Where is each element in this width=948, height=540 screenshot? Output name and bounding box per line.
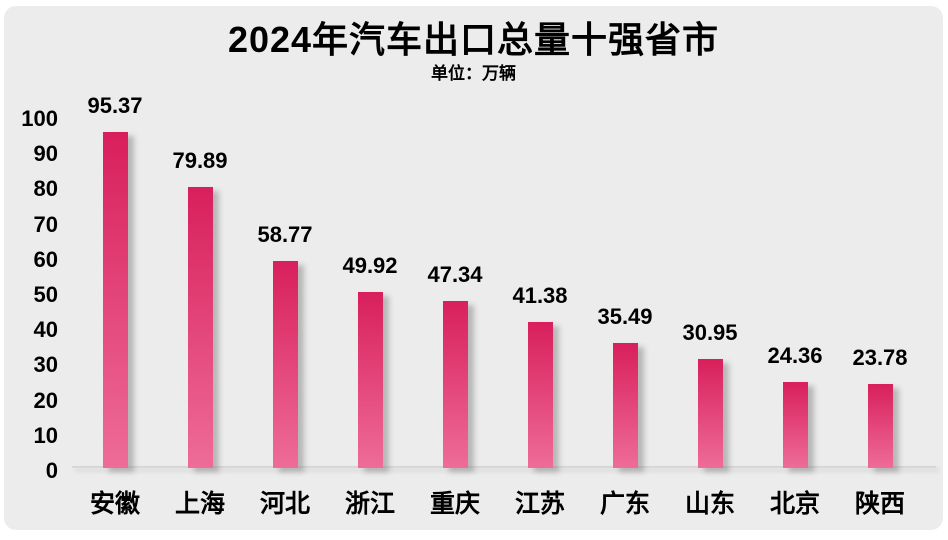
- bar: [357, 292, 383, 468]
- category-label: 重庆: [429, 490, 480, 518]
- bar: [782, 382, 808, 468]
- category-label: 北京: [769, 490, 820, 518]
- bar: [612, 343, 638, 468]
- bar: [102, 132, 128, 468]
- category-label: 安徽: [89, 490, 140, 518]
- y-axis-tick-label: 60: [33, 246, 58, 272]
- y-axis-tick-label: 90: [33, 141, 58, 167]
- bar-value-label: 79.89: [172, 148, 228, 173]
- chart-unit-label: 单位：万辆: [431, 64, 516, 83]
- category-label: 浙江: [344, 490, 395, 518]
- bar-chart-plot: 0 10 20 30 40 50 60 70 80 90 100 95.37 安徽 79.89 上海 58.7…: [4, 6, 943, 530]
- category-label: 山东: [684, 490, 735, 518]
- bar-value-label: 35.49: [597, 304, 653, 329]
- y-axis-tick-label: 0: [45, 458, 58, 483]
- y-axis-tick-label: 20: [33, 387, 58, 413]
- category-label: 陕西: [854, 490, 905, 518]
- bar-value-label: 49.92: [342, 253, 398, 278]
- bar-value-label: 47.34: [427, 262, 483, 287]
- bar-value-label: 30.95: [682, 320, 738, 345]
- bar-value-label: 95.37: [87, 93, 143, 118]
- bar-value-label: 58.77: [257, 222, 313, 247]
- x-axis-line: [72, 466, 936, 468]
- category-label: 广东: [599, 490, 650, 518]
- category-label: 江苏: [514, 490, 565, 518]
- bar: [187, 187, 213, 468]
- bar: [272, 261, 298, 468]
- bar-value-label: 41.38: [512, 283, 568, 308]
- bar: [527, 322, 553, 468]
- y-axis-tick-label: 50: [33, 282, 58, 307]
- bar-value-label: 24.36: [767, 343, 823, 368]
- chart-title: 2024年汽车出口总量十强省市: [227, 19, 720, 60]
- chart-panel: 2024年汽车出口总量十强省市 单位：万辆 0 10 20 30 40 50 60 70 80 9…: [4, 6, 943, 530]
- y-axis-tick-label: 30: [33, 352, 58, 378]
- y-axis-tick-label: 100: [21, 106, 58, 131]
- bar-value-label: 23.78: [852, 345, 908, 370]
- y-axis-tick-label: 10: [33, 422, 58, 448]
- y-axis-tick-label: 70: [33, 211, 58, 237]
- bar: [867, 384, 893, 468]
- category-label: 上海: [174, 490, 225, 518]
- category-label: 河北: [259, 490, 310, 518]
- bar: [697, 359, 723, 468]
- y-axis-tick-label: 80: [33, 176, 58, 202]
- bar: [442, 301, 468, 468]
- y-axis-tick-label: 40: [33, 317, 58, 343]
